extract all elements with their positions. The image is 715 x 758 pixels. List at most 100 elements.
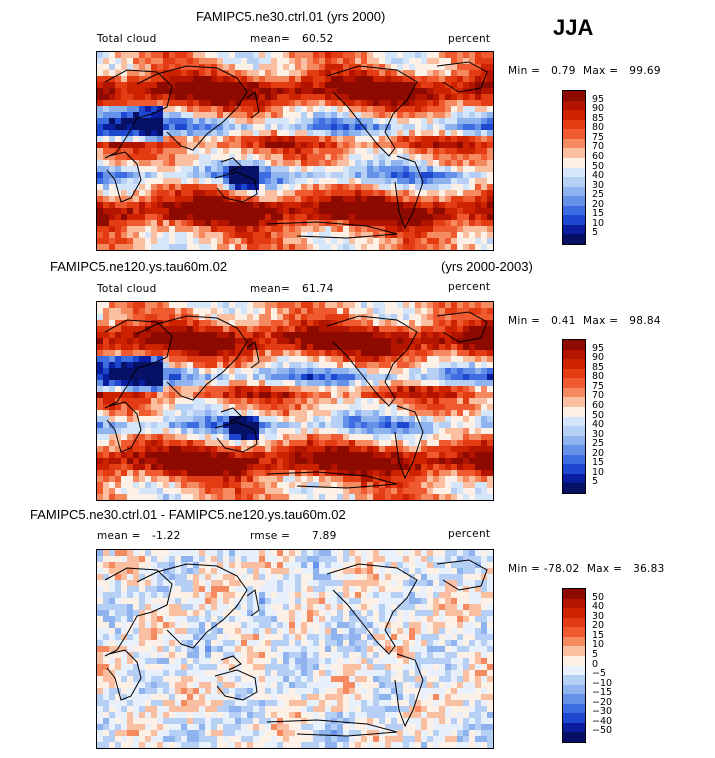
map-cell [199,428,205,434]
map-cell [427,326,433,332]
map-cell [367,244,373,250]
map-cell [127,356,133,362]
coastline [106,401,142,453]
map-cell [337,374,343,380]
map-cell [139,494,145,500]
map-cell [199,214,205,220]
map-cell [325,166,331,172]
map-cell [319,422,325,428]
map-cell [421,586,427,592]
map-cell [253,64,259,70]
map-cell [463,368,469,374]
map-cell [121,112,127,118]
map-cell [205,464,211,470]
map-cell [403,374,409,380]
map-cell [169,440,175,446]
map-cell [367,494,373,500]
map-cell [379,196,385,202]
map-cell [109,494,115,500]
map-cell [109,482,115,488]
map-cell [391,184,397,190]
map-cell [379,458,385,464]
map-cell [445,232,451,238]
map-cell [247,440,253,446]
map-cell [463,184,469,190]
map-cell [181,76,187,82]
map-cell [481,494,487,500]
map-cell [439,494,445,500]
map-cell [145,398,151,404]
map-cell [343,482,349,488]
map-cell [421,166,427,172]
map-cell [451,568,457,574]
map-cell [145,64,151,70]
map-cell [487,64,493,70]
map-cell [109,476,115,482]
map-cell [199,320,205,326]
map-cell [451,238,457,244]
map-cell [265,214,271,220]
map-cell [145,142,151,148]
map-cell [349,338,355,344]
map-cell [481,434,487,440]
map-cell [349,380,355,386]
map-cell [439,410,445,416]
map-cell [193,488,199,494]
map-cell [469,76,475,82]
map-cell [421,350,427,356]
map-cell [307,112,313,118]
map-cell [487,196,493,202]
map-cell [463,380,469,386]
map-cell [379,550,385,556]
map-cell [103,556,109,562]
map-cell [277,562,283,568]
map-cell [313,476,319,482]
map-cell [475,550,481,556]
map-cell [433,362,439,368]
map-cell [361,130,367,136]
map-cell [439,488,445,494]
map-cell [247,356,253,362]
map-cell [235,362,241,368]
map-cell [223,392,229,398]
map-cell [385,386,391,392]
map-cell [223,410,229,416]
map-cell [373,494,379,500]
map-cell [181,148,187,154]
map-cell [163,208,169,214]
map-cell [403,380,409,386]
map-cell [421,220,427,226]
map-cell [169,148,175,154]
map-cell [235,386,241,392]
map-cell [475,82,481,88]
map-cell [319,238,325,244]
map-cell [187,344,193,350]
map-cell [451,404,457,410]
map-cell [223,562,229,568]
map-cell [259,434,265,440]
map-cell [169,574,175,580]
map-cell [373,458,379,464]
panel2-field-label: Total cloud [97,283,157,295]
map-cell [373,586,379,592]
map-cell [325,118,331,124]
map-cell [193,208,199,214]
map-cell [409,556,415,562]
map-cell [421,106,427,112]
map-cell [295,320,301,326]
map-cell [355,308,361,314]
map-cell [265,350,271,356]
map-cell [451,94,457,100]
map-cell [265,494,271,500]
map-cell [379,220,385,226]
map-cell [163,94,169,100]
map-cell [163,452,169,458]
map-cell [319,550,325,556]
map-cell [301,416,307,422]
map-cell [205,100,211,106]
map-cell [463,154,469,160]
map-cell [463,392,469,398]
map-cell [187,202,193,208]
map-cell [259,184,265,190]
map-cell [307,100,313,106]
